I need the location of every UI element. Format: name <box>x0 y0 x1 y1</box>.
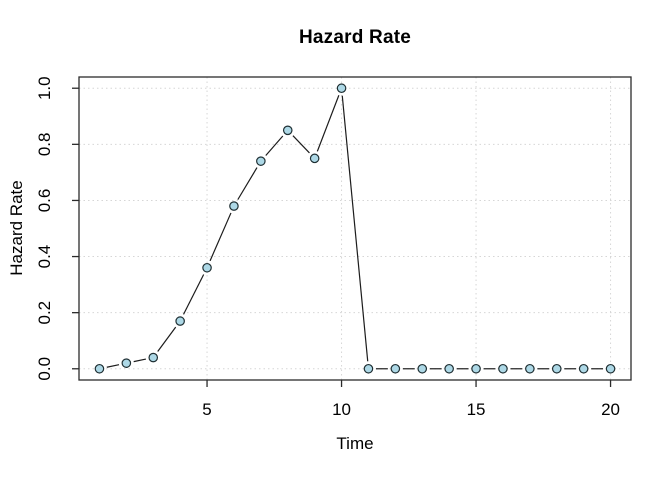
series-segment <box>292 135 310 154</box>
data-point <box>605 363 616 374</box>
series-segment <box>106 364 120 368</box>
data-point <box>498 363 508 374</box>
series-segment <box>341 95 369 362</box>
x-tick-label: 10 <box>332 400 351 419</box>
data-point <box>578 363 589 374</box>
data-point <box>175 316 185 326</box>
data-point <box>551 363 562 374</box>
data-point <box>282 125 293 136</box>
data-point <box>202 262 212 273</box>
y-tick-label: 1.0 <box>35 76 54 100</box>
series-segment <box>237 167 258 200</box>
data-point <box>94 363 105 374</box>
data-point <box>471 363 481 374</box>
series-segment <box>157 326 177 352</box>
x-tick-label: 5 <box>202 400 211 419</box>
series-segment <box>209 212 232 262</box>
series-segment <box>265 135 284 156</box>
series-segment <box>133 358 147 363</box>
x-tick-label: 20 <box>601 400 620 419</box>
series-segment <box>182 274 205 315</box>
data-point <box>309 153 320 164</box>
x-axis-title: Time <box>336 434 374 453</box>
data-point <box>363 363 374 374</box>
data-point <box>525 363 535 374</box>
data-point <box>417 363 428 374</box>
series-segment <box>316 95 340 152</box>
data-point <box>229 201 239 211</box>
data-point <box>336 83 347 94</box>
data-point <box>121 358 132 368</box>
y-tick-label: 0.8 <box>35 133 54 157</box>
y-tick-label: 0.4 <box>35 245 54 269</box>
chart-title: Hazard Rate <box>298 27 412 48</box>
y-tick-label: 0.6 <box>35 189 54 213</box>
data-point <box>390 363 401 374</box>
x-tick-label: 15 <box>467 400 486 419</box>
plot-box <box>78 76 632 381</box>
data-point <box>444 363 454 374</box>
y-axis-title: Hazard Rate <box>7 180 26 276</box>
y-tick-label: 0.2 <box>35 301 54 325</box>
data-point <box>148 352 159 363</box>
y-tick-label: 0.0 <box>35 357 54 381</box>
data-point <box>256 156 266 166</box>
